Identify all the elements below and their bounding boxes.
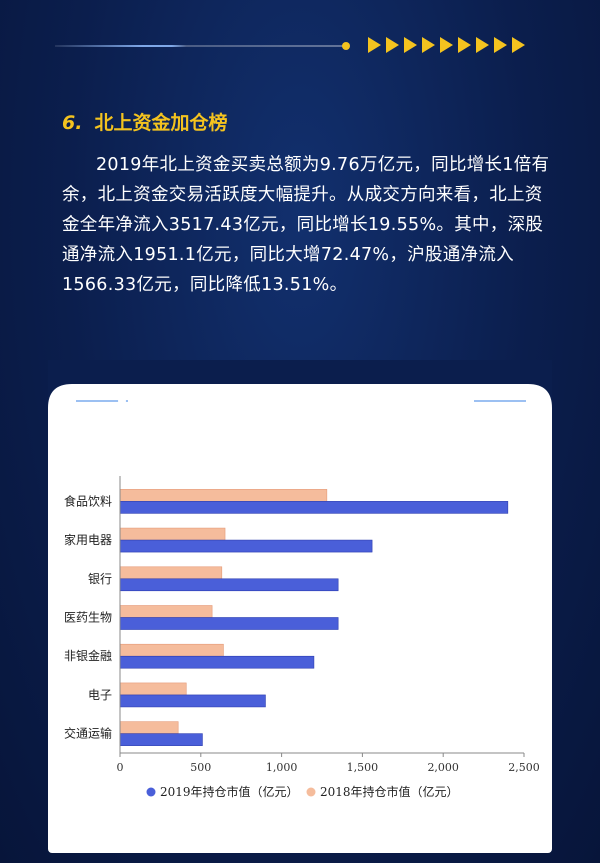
category-label: 家用电器 xyxy=(64,532,112,547)
category-label: 银行 xyxy=(88,572,112,586)
category-label: 医药生物 xyxy=(64,611,112,625)
arrow-icon xyxy=(440,37,453,53)
bar-2019 xyxy=(119,578,339,592)
arrow-row xyxy=(368,37,525,55)
category-label: 非银金融 xyxy=(64,648,112,663)
legend-label-2019: 2019年持仓市值（亿元） xyxy=(160,784,299,799)
bar-2019 xyxy=(119,655,315,669)
x-tick-label: 1,500 xyxy=(347,761,379,774)
bar-2018 xyxy=(119,643,224,657)
legend-label-2018: 2018年持仓市值（亿元） xyxy=(320,784,459,799)
arrow-icon xyxy=(458,37,471,53)
bar-2018 xyxy=(119,527,226,541)
category-label: 交通运输 xyxy=(64,726,112,741)
arrow-icon xyxy=(512,37,525,53)
arrow-icon xyxy=(386,37,399,53)
bar-2018 xyxy=(119,721,179,734)
bar-2019 xyxy=(119,539,373,553)
arrow-icon xyxy=(404,37,417,53)
bar-2019 xyxy=(119,694,266,708)
x-tick-label: 1,000 xyxy=(266,761,298,774)
legend-marker-2018 xyxy=(306,787,316,797)
arrow-icon xyxy=(368,37,381,53)
banner-dot-left xyxy=(118,397,126,405)
bar-2019 xyxy=(119,733,203,746)
legend-marker-2019 xyxy=(146,787,156,797)
x-tick-label: 0 xyxy=(117,761,124,774)
banner-line-left xyxy=(76,400,128,402)
chart-banner xyxy=(48,360,552,408)
bar-2019 xyxy=(119,617,339,630)
bar-2018 xyxy=(119,682,187,696)
section-title: 6. 北上资金加仓榜 xyxy=(62,108,227,135)
chart-title: 北上资金持仓市值居前的行业 xyxy=(157,389,443,413)
arrow-icon xyxy=(476,37,489,53)
body-paragraph: 2019年北上资金买卖总额为9.76万亿元，同比增长1倍有余，北上资金交易活跃度… xyxy=(62,155,550,295)
arrow-icon xyxy=(422,37,435,53)
progress-line xyxy=(55,45,347,47)
bar-2018 xyxy=(119,605,213,618)
x-tick-label: 500 xyxy=(190,761,211,774)
bar-2019 xyxy=(119,501,509,514)
bar-2018 xyxy=(119,566,223,580)
x-tick-label: 2,000 xyxy=(427,761,459,774)
section-number: 6. xyxy=(62,112,83,134)
progress-dot xyxy=(342,42,350,50)
category-label: 电子 xyxy=(88,688,112,702)
bar-2018 xyxy=(119,489,328,502)
banner-line-right xyxy=(474,400,526,402)
category-label: 食品饮料 xyxy=(64,493,112,508)
x-tick-label: 2,500 xyxy=(508,761,540,774)
arrow-icon xyxy=(494,37,507,53)
section-title-text: 北上资金加仓榜 xyxy=(94,112,228,134)
